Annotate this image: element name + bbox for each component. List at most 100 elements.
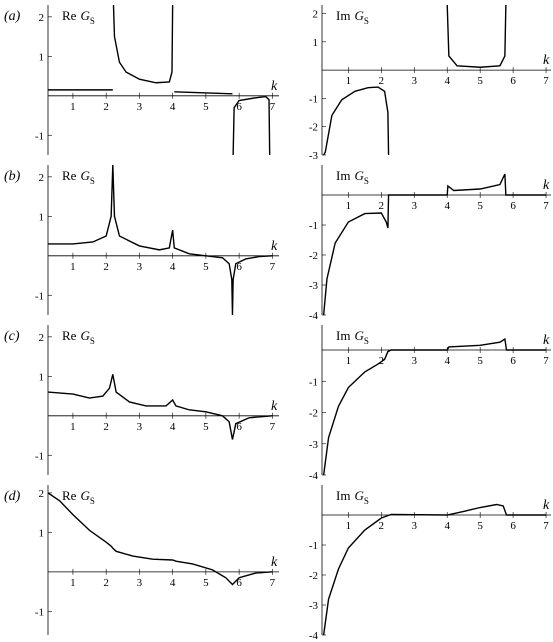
x-tick-label: 5 (477, 200, 483, 212)
x-axis-label: k (271, 555, 278, 570)
y-tick-label: -4 (309, 310, 319, 322)
x-tick-label: 4 (444, 200, 450, 212)
x-tick-label: 2 (379, 200, 385, 212)
panel: 1 2 3 4 5 6 7 -3 -2 -1 1 2 k Im GS (309, 5, 551, 162)
title-sub: S (90, 336, 95, 346)
x-tick-label: 3 (137, 577, 143, 589)
panel: 1 2 3 4 5 6 7 -1 1 2 k Re GS (d) (4, 485, 279, 635)
curve (322, 503, 547, 635)
panel-label: (c) (4, 329, 20, 344)
x-tick-label: 2 (379, 75, 385, 87)
x-tick-label: 3 (412, 200, 418, 212)
y-tick-label: 1 (39, 371, 45, 383)
x-tick-label: 6 (236, 421, 242, 433)
x-tick-label: 5 (477, 520, 483, 532)
y-tick-label: -1 (309, 376, 318, 388)
x-tick-label: 5 (477, 355, 483, 367)
y-tick-label: -1 (309, 220, 318, 232)
x-tick-label: 5 (203, 101, 209, 113)
y-tick-label: 2 (39, 172, 45, 184)
y-tick-label: -3 (309, 439, 319, 451)
x-tick-label: 6 (510, 355, 516, 367)
x-tick-label: 2 (103, 421, 109, 433)
title-var: G (80, 328, 90, 343)
y-tick-label: -1 (309, 540, 318, 552)
title-sub: S (364, 496, 369, 506)
title-sub: S (90, 496, 95, 506)
panel: 1 2 3 4 5 6 7 -1 1 2 k Re GS (a) (4, 5, 279, 155)
y-tick-label: -2 (309, 122, 318, 134)
curve (322, 337, 547, 475)
panel-label: (d) (4, 489, 21, 504)
x-tick-label: 4 (170, 101, 176, 113)
y-tick-label: 2 (39, 488, 45, 500)
x-axis-label: k (271, 239, 278, 254)
x-axis-label: k (543, 178, 550, 193)
x-tick-label: 1 (70, 421, 76, 433)
x-tick-label: 2 (379, 520, 385, 532)
x-tick-label: 7 (543, 75, 549, 87)
x-tick-label: 3 (412, 75, 418, 87)
title-text: Im (336, 328, 350, 343)
title-var: G (354, 488, 364, 503)
x-tick-label: 5 (477, 75, 483, 87)
y-tick-label: 2 (313, 8, 319, 20)
y-tick-label: -4 (309, 470, 319, 482)
x-tick-label: 6 (510, 200, 516, 212)
x-tick-label: 1 (346, 200, 352, 212)
curve (48, 5, 271, 155)
x-tick-label: 4 (170, 421, 176, 433)
title-sub: S (90, 176, 95, 186)
x-axis-label: k (543, 53, 550, 68)
y-tick-label: 1 (313, 37, 319, 49)
x-tick-label: 6 (236, 577, 242, 589)
panel-title: Re GS (62, 488, 95, 506)
y-tick-label: -1 (309, 93, 318, 105)
x-tick-label: 1 (70, 101, 76, 113)
title-text: Im (336, 488, 350, 503)
curve (48, 374, 273, 440)
y-tick-label: 2 (39, 332, 45, 344)
y-tick-label: -4 (309, 630, 319, 642)
y-tick-label: -1 (35, 450, 44, 462)
curve (323, 5, 507, 155)
title-text: Re (62, 168, 77, 183)
title-var: G (354, 8, 364, 23)
x-tick-label: 5 (203, 421, 209, 433)
title-sub: S (90, 16, 95, 26)
panel-title: Im GS (336, 328, 369, 346)
title-var: G (354, 168, 364, 183)
x-tick-label: 3 (412, 355, 418, 367)
x-tick-label: 4 (444, 520, 450, 532)
y-tick-label: 1 (39, 527, 45, 539)
y-tick-label: -2 (309, 250, 318, 262)
y-tick-label: 1 (39, 211, 45, 223)
x-tick-label: 6 (510, 520, 516, 532)
y-tick-label: -3 (309, 280, 319, 292)
y-tick-label: 2 (39, 12, 45, 24)
x-axis-label: k (271, 399, 278, 414)
title-sub: S (364, 16, 369, 26)
y-tick-label: -3 (309, 150, 319, 162)
title-var: G (80, 488, 90, 503)
y-tick-label: -2 (309, 408, 318, 420)
x-tick-label: 4 (444, 75, 450, 87)
x-tick-label: 4 (170, 261, 176, 273)
curve (48, 492, 273, 586)
title-var: G (80, 168, 90, 183)
title-sub: S (364, 176, 369, 186)
x-axis-label: k (543, 333, 550, 348)
title-var: G (354, 328, 364, 343)
x-tick-label: 6 (510, 75, 516, 87)
curve (48, 165, 273, 315)
x-axis-label: k (271, 79, 278, 94)
x-tick-label: 3 (412, 520, 418, 532)
title-text: Re (62, 8, 77, 23)
panel-title: Im GS (336, 8, 369, 26)
x-tick-label: 7 (270, 577, 276, 589)
x-tick-label: 7 (270, 261, 276, 273)
panel-title: Re GS (62, 8, 95, 26)
